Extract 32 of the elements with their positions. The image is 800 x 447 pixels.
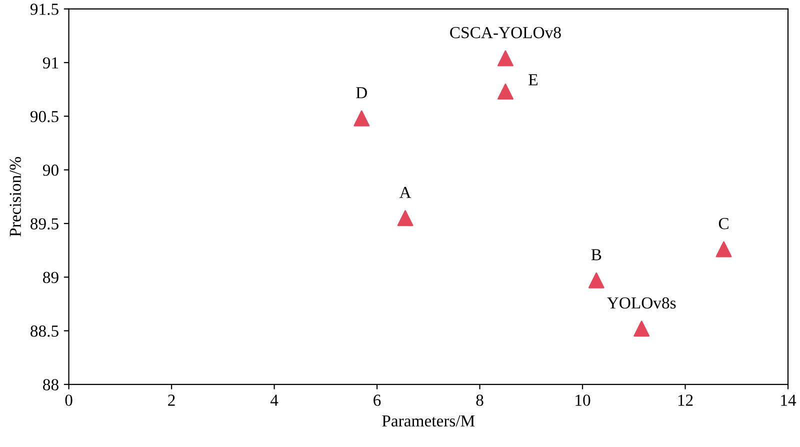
point: [397, 210, 414, 226]
point: [497, 84, 514, 100]
x-tick-label: 0: [65, 394, 72, 406]
x-tick-label: 2: [168, 394, 175, 406]
annotation: YOLOv8s: [607, 297, 676, 309]
y-tick-label: 91.5: [30, 4, 58, 15]
x-tick-label: 14: [781, 394, 796, 406]
x-axis-title: Parameters/M: [382, 415, 475, 427]
x-tick-label: 6: [374, 394, 381, 406]
y-tick-label: 88: [43, 379, 58, 390]
x-tick-label: 12: [678, 394, 693, 406]
point: [497, 50, 514, 66]
x-tick-label: 4: [270, 394, 278, 406]
y-axis-title: Precision/%: [10, 156, 22, 236]
x-tick-label: 10: [576, 394, 590, 406]
point: [354, 110, 370, 126]
y-tick-label: 90.5: [30, 110, 58, 122]
y-tick-label: 89: [43, 272, 58, 284]
annotation: E: [528, 74, 538, 86]
point: [716, 241, 732, 258]
y-tick-label: 88.5: [30, 325, 58, 337]
point: [634, 320, 650, 337]
annotation: B: [591, 249, 602, 260]
point: [588, 272, 604, 288]
y-tick-label: 91: [42, 57, 58, 69]
x-tick-label: 8: [476, 394, 484, 406]
annotation: C: [718, 218, 728, 230]
annotation: A: [399, 186, 412, 198]
y-tick-label: 90: [42, 164, 58, 176]
annotation: D: [356, 87, 367, 98]
y-tick-label: 89.5: [30, 218, 58, 230]
annotation: CSCA-YOLOv8: [450, 26, 561, 38]
